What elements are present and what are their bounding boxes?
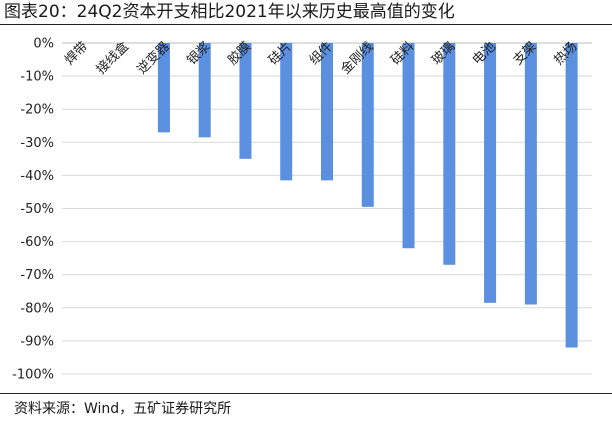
bar bbox=[239, 43, 252, 159]
source-divider bbox=[0, 393, 612, 394]
bar bbox=[157, 43, 170, 133]
y-tick-label: -10% bbox=[20, 70, 54, 85]
category-label: 接线盒 bbox=[93, 39, 132, 78]
y-tick-label: 0% bbox=[33, 37, 54, 52]
y-tick-label: -100% bbox=[12, 368, 54, 383]
y-tick-label: -50% bbox=[20, 202, 54, 217]
bar bbox=[524, 43, 537, 305]
bar bbox=[198, 43, 211, 138]
y-tick-label: -70% bbox=[20, 268, 54, 283]
y-tick-label: -30% bbox=[20, 136, 54, 151]
y-tick-label: -40% bbox=[20, 169, 54, 184]
y-tick-label: -80% bbox=[20, 301, 54, 316]
bar bbox=[280, 43, 293, 181]
source-note: 资料来源：Wind，五矿证券研究所 bbox=[14, 401, 232, 417]
chart-title: 图表20：24Q2资本开支相比2021年以来历史最高值的变化 bbox=[4, 2, 455, 22]
bar-chart: 0% -10% -20% -30% -40% -50% -60% -70% -80% -90% -1… bbox=[12, 37, 592, 383]
bar bbox=[321, 43, 333, 181]
bar bbox=[484, 43, 497, 303]
y-tick-label: -60% bbox=[20, 235, 54, 250]
bar bbox=[361, 43, 374, 207]
bar bbox=[565, 43, 578, 348]
bar bbox=[402, 43, 415, 249]
y-tick-label: -20% bbox=[20, 103, 54, 118]
title-divider bbox=[0, 24, 612, 25]
bar bbox=[443, 43, 456, 265]
y-tick-label: -90% bbox=[20, 334, 54, 349]
